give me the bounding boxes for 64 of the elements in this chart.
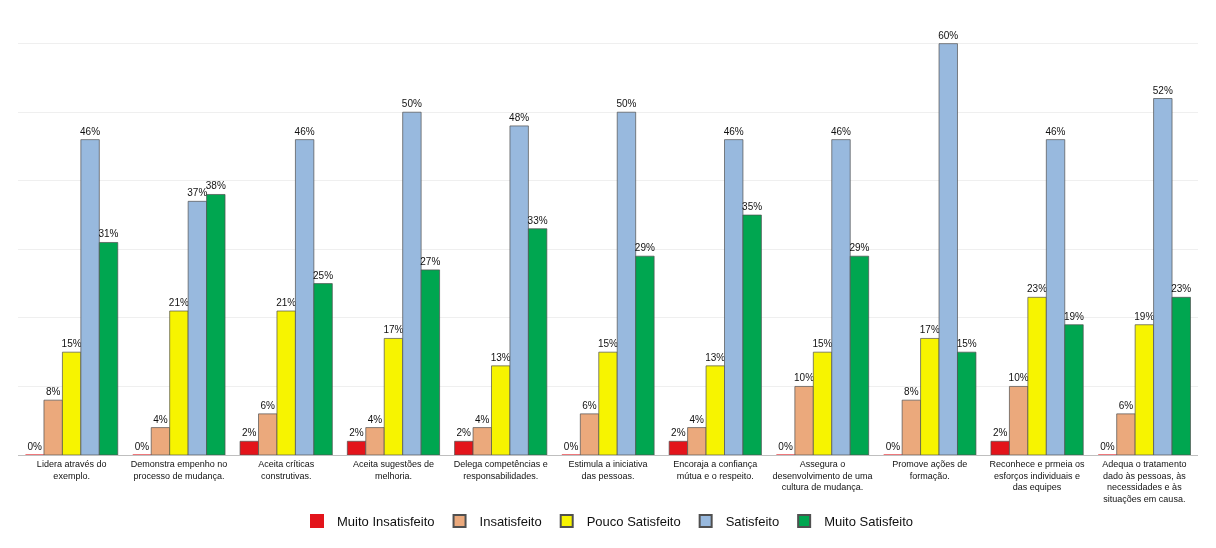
data-label: 0% [885, 441, 901, 452]
data-label: 33% [527, 214, 548, 226]
x-tick-label: Demonstra empenho no processo de mudança. [130, 458, 228, 481]
data-label: 4% [367, 413, 383, 425]
data-label: 0% [778, 441, 793, 452]
data-label: 27% [420, 255, 441, 267]
data-label: 6% [582, 399, 597, 411]
data-label: 21% [168, 297, 189, 309]
x-tick-label: Assegura o desenvolvimento de uma cultura de mudança. [772, 458, 873, 493]
data-label: 2% [671, 427, 686, 439]
data-label: 2% [349, 427, 364, 439]
x-tick-label: Reconhece e prmeia os esforços individuais e das equipes [989, 458, 1086, 493]
legend-label: Satisfeito [725, 514, 780, 530]
data-label: 13% [490, 351, 511, 363]
x-tick-label: Delega competências e responsabilidades. [453, 458, 548, 481]
x-tick-label: Aceita críticas construtivas. [258, 458, 315, 481]
data-label: 46% [1045, 125, 1066, 137]
data-label: 0% [134, 441, 150, 452]
data-label: 46% [80, 125, 101, 137]
data-label: 46% [830, 125, 852, 137]
data-label: 15% [812, 338, 833, 350]
data-label: 29% [849, 242, 870, 254]
legend-label: Insatisfeito [479, 514, 542, 530]
x-tick-label: Aceita sugestões de melhoria. [352, 458, 434, 481]
data-label: 2% [992, 427, 1008, 439]
legend-label: Muito Satisfeito [824, 514, 914, 530]
data-label: 10% [1008, 372, 1029, 384]
data-label: 23% [1171, 283, 1192, 295]
data-label: 6% [260, 399, 276, 411]
x-tick-label: Lidera através do exemplo. [36, 458, 107, 481]
legend-label: Muito Insatisfeito [337, 514, 435, 530]
data-label: 50% [616, 98, 637, 110]
data-label: 31% [98, 228, 119, 240]
data-label: 4% [474, 413, 490, 425]
data-label: 60% [938, 29, 959, 41]
data-label: 8% [45, 386, 61, 398]
data-label: 0% [27, 441, 43, 452]
data-label: 46% [294, 125, 315, 137]
data-label: 6% [1118, 399, 1134, 411]
legend-label: Pouco Satisfeito [586, 514, 681, 530]
x-tick-label: Promove ações de formação. [892, 458, 968, 481]
data-label: 17% [383, 324, 404, 336]
data-label: 4% [153, 413, 168, 425]
data-label: 19% [1134, 310, 1155, 322]
data-label: 50% [401, 98, 422, 110]
data-label: 25% [313, 269, 334, 281]
x-tick-label: Adequa o tratamento dado às pessoas, às necessidades e às situações em causa. [1102, 458, 1187, 504]
x-tick-label: Estimula a iniciativa das pessoas. [568, 458, 648, 481]
data-label: 46% [723, 125, 744, 137]
data-label: 17% [919, 324, 940, 336]
data-label: 0% [563, 441, 579, 452]
data-label: 19% [1063, 310, 1085, 322]
data-label: 15% [597, 338, 619, 350]
data-label: 4% [689, 413, 705, 425]
data-label: 0% [1100, 441, 1115, 452]
data-label: 8% [904, 386, 919, 398]
data-label: 29% [634, 242, 655, 254]
data-label: 2% [242, 427, 257, 439]
x-tick-label: Encoraja a confiança mútua e o respeito. [673, 458, 758, 481]
data-label: 48% [509, 111, 530, 123]
data-label: 2% [456, 427, 472, 439]
data-label: 15% [61, 338, 82, 350]
data-label: 35% [742, 201, 763, 213]
data-label: 52% [1152, 84, 1173, 96]
